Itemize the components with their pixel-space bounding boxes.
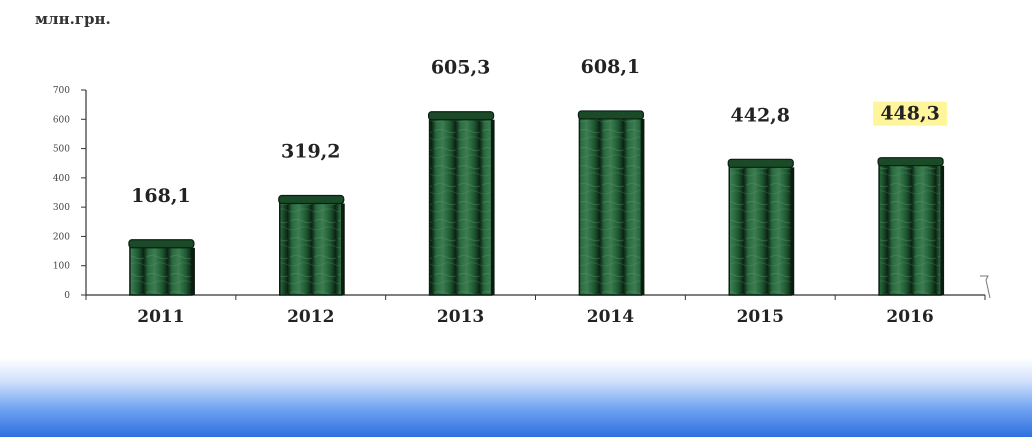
x-category-label-2014: 2014 — [587, 307, 634, 327]
y-tick-label: 700 — [53, 86, 70, 96]
bar-body — [578, 116, 643, 296]
data-label-2013: 605,3 — [431, 57, 491, 79]
y-unit-label: млн.грн. — [35, 10, 111, 28]
data-label-2012: 319,2 — [281, 141, 341, 163]
data-label-highlight — [873, 101, 948, 126]
bar-2014 — [577, 110, 645, 296]
bar-2015 — [727, 158, 795, 296]
bar-cap — [278, 194, 345, 205]
y-tick-label: 300 — [53, 203, 70, 213]
bar-2012 — [278, 194, 345, 296]
data-label-2016: 448,3 — [880, 103, 940, 125]
bar-cap — [128, 239, 195, 249]
bar-cap — [877, 157, 944, 167]
bar-body — [728, 164, 792, 296]
footer-gradient-band — [0, 358, 1032, 437]
y-tick-label: 400 — [53, 174, 70, 184]
bar-chart: млн.грн. 0 100 200 300 400 500 600 700 168,1 201… — [35, 10, 991, 327]
bar-2013 — [427, 111, 495, 296]
y-tick-label: 200 — [53, 232, 70, 242]
y-tick-label: 0 — [64, 291, 70, 301]
data-label-2015: 442,8 — [731, 104, 791, 126]
x-category-label-2012: 2012 — [287, 307, 334, 327]
axis-end-mark — [980, 275, 991, 299]
bar-2016 — [877, 157, 945, 296]
y-tick-label: 100 — [53, 262, 70, 272]
y-tick-label: 600 — [53, 115, 70, 125]
bar-cap — [427, 111, 495, 121]
data-label-2014: 608,1 — [581, 56, 641, 78]
bar-2011 — [128, 239, 195, 296]
bar-cap — [727, 158, 794, 168]
bar-body — [428, 116, 493, 296]
x-category-label-2015: 2015 — [737, 307, 784, 327]
bar-body — [878, 162, 942, 296]
y-tick-label: 500 — [53, 145, 70, 155]
x-category-label-2016: 2016 — [886, 307, 933, 327]
data-label-2011: 168,1 — [131, 185, 191, 207]
x-category-label-2013: 2013 — [437, 307, 484, 327]
chart-svg: 0 100 200 300 400 500 600 700 168,1 2011 319,2 201… — [53, 56, 991, 327]
bar-body — [279, 200, 343, 296]
x-category-label-2011: 2011 — [137, 307, 184, 327]
bar-body — [129, 245, 193, 296]
bar-cap — [577, 110, 645, 120]
